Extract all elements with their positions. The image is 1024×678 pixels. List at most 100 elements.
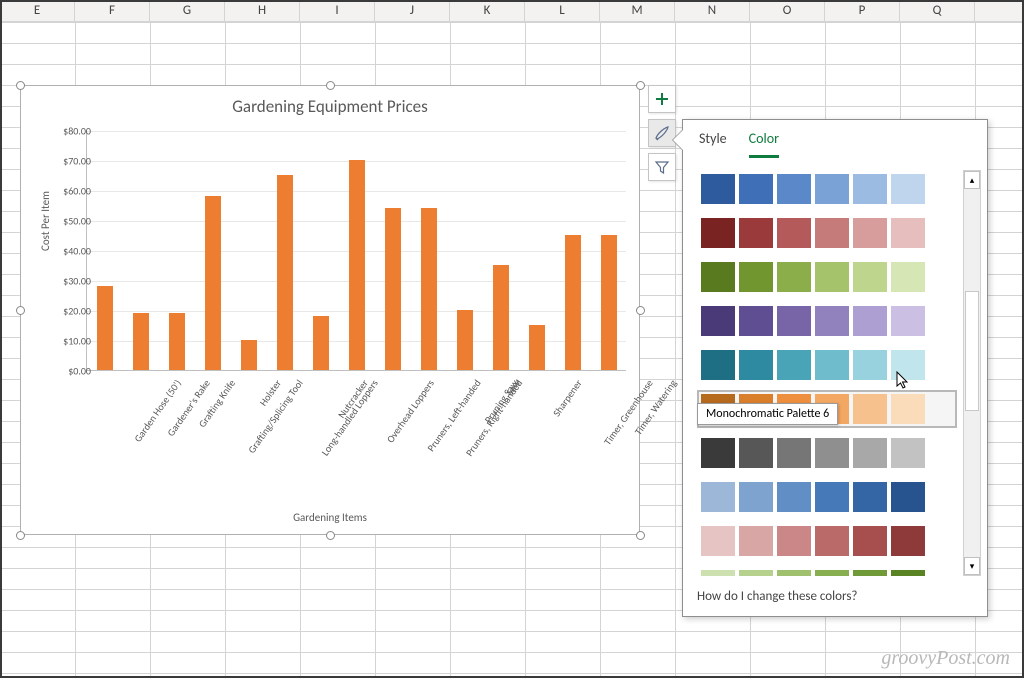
color-swatch[interactable]: [739, 306, 773, 336]
color-swatch[interactable]: [739, 262, 773, 292]
color-swatch[interactable]: [777, 570, 811, 576]
tab-style[interactable]: Style: [699, 130, 727, 158]
color-swatch[interactable]: [777, 482, 811, 512]
color-swatch[interactable]: [891, 174, 925, 204]
color-swatch[interactable]: [777, 306, 811, 336]
scroll-thumb[interactable]: [965, 291, 979, 411]
color-swatch[interactable]: [777, 438, 811, 468]
column-header-I[interactable]: I: [300, 0, 375, 21]
chart-object[interactable]: Gardening Equipment Prices Cost Per Item…: [20, 85, 640, 535]
color-swatch[interactable]: [891, 350, 925, 380]
color-swatch[interactable]: [815, 570, 849, 576]
bar[interactable]: [133, 313, 149, 370]
selection-handle[interactable]: [16, 81, 25, 90]
color-swatch[interactable]: [701, 174, 735, 204]
color-swatch[interactable]: [853, 218, 887, 248]
color-swatch[interactable]: [777, 174, 811, 204]
bar[interactable]: [493, 265, 509, 370]
color-palette-list[interactable]: [697, 170, 957, 576]
color-swatch[interactable]: [891, 526, 925, 556]
column-header-N[interactable]: N: [675, 0, 750, 21]
panel-scrollbar[interactable]: ▴ ▾: [963, 170, 981, 576]
color-swatch[interactable]: [701, 218, 735, 248]
color-swatch[interactable]: [815, 218, 849, 248]
palette-row[interactable]: [697, 302, 957, 340]
color-swatch[interactable]: [701, 482, 735, 512]
color-swatch[interactable]: [815, 526, 849, 556]
bar[interactable]: [169, 313, 185, 370]
color-swatch[interactable]: [853, 394, 887, 424]
color-swatch[interactable]: [891, 394, 925, 424]
color-swatch[interactable]: [853, 482, 887, 512]
color-swatch[interactable]: [701, 526, 735, 556]
color-swatch[interactable]: [891, 438, 925, 468]
color-swatch[interactable]: [739, 482, 773, 512]
color-swatch[interactable]: [853, 570, 887, 576]
palette-row[interactable]: [697, 346, 957, 384]
chart-filters-button[interactable]: [648, 153, 676, 181]
plot-area[interactable]: [86, 131, 626, 371]
palette-row[interactable]: [697, 522, 957, 560]
bar[interactable]: [349, 160, 365, 370]
bar[interactable]: [565, 235, 581, 370]
column-header-J[interactable]: J: [375, 0, 450, 21]
color-swatch[interactable]: [739, 174, 773, 204]
color-swatch[interactable]: [815, 262, 849, 292]
bar[interactable]: [457, 310, 473, 370]
color-swatch[interactable]: [815, 306, 849, 336]
color-swatch[interactable]: [853, 526, 887, 556]
color-swatch[interactable]: [815, 350, 849, 380]
bar[interactable]: [601, 235, 617, 370]
bar[interactable]: [277, 175, 293, 370]
selection-handle[interactable]: [326, 531, 335, 540]
bar[interactable]: [205, 196, 221, 370]
column-header-E[interactable]: E: [0, 0, 75, 21]
column-header-K[interactable]: K: [450, 0, 525, 21]
scroll-down-button[interactable]: ▾: [964, 557, 980, 575]
selection-handle[interactable]: [16, 306, 25, 315]
selection-handle[interactable]: [636, 531, 645, 540]
color-swatch[interactable]: [815, 438, 849, 468]
bar[interactable]: [421, 208, 437, 370]
column-header-P[interactable]: P: [825, 0, 900, 21]
color-swatch[interactable]: [853, 438, 887, 468]
scroll-up-button[interactable]: ▴: [964, 171, 980, 189]
column-header-H[interactable]: H: [225, 0, 300, 21]
bar[interactable]: [529, 325, 545, 370]
selection-handle[interactable]: [636, 81, 645, 90]
color-swatch[interactable]: [853, 262, 887, 292]
color-swatch[interactable]: [853, 306, 887, 336]
color-swatch[interactable]: [891, 482, 925, 512]
color-swatch[interactable]: [891, 306, 925, 336]
color-swatch[interactable]: [701, 306, 735, 336]
bar[interactable]: [313, 316, 329, 370]
help-link[interactable]: How do I change these colors?: [697, 589, 857, 604]
color-swatch[interactable]: [815, 174, 849, 204]
color-swatch[interactable]: [853, 174, 887, 204]
color-swatch[interactable]: [777, 262, 811, 292]
palette-row[interactable]: [697, 258, 957, 296]
color-swatch[interactable]: [739, 438, 773, 468]
color-swatch[interactable]: [701, 350, 735, 380]
column-header-F[interactable]: F: [75, 0, 150, 21]
color-swatch[interactable]: [739, 350, 773, 380]
color-swatch[interactable]: [777, 526, 811, 556]
color-swatch[interactable]: [701, 570, 735, 576]
color-swatch[interactable]: [815, 482, 849, 512]
color-swatch[interactable]: [891, 218, 925, 248]
column-header-M[interactable]: M: [600, 0, 675, 21]
palette-row[interactable]: [697, 214, 957, 252]
color-swatch[interactable]: [701, 438, 735, 468]
color-swatch[interactable]: [853, 350, 887, 380]
palette-row[interactable]: [697, 170, 957, 208]
color-swatch[interactable]: [891, 262, 925, 292]
palette-row[interactable]: [697, 566, 957, 576]
chart-elements-button[interactable]: [648, 85, 676, 113]
y-axis-label[interactable]: Cost Per Item: [39, 191, 52, 251]
bar[interactable]: [97, 286, 113, 370]
selection-handle[interactable]: [636, 306, 645, 315]
color-swatch[interactable]: [891, 570, 925, 576]
color-swatch[interactable]: [739, 570, 773, 576]
selection-handle[interactable]: [326, 81, 335, 90]
column-header-L[interactable]: L: [525, 0, 600, 21]
